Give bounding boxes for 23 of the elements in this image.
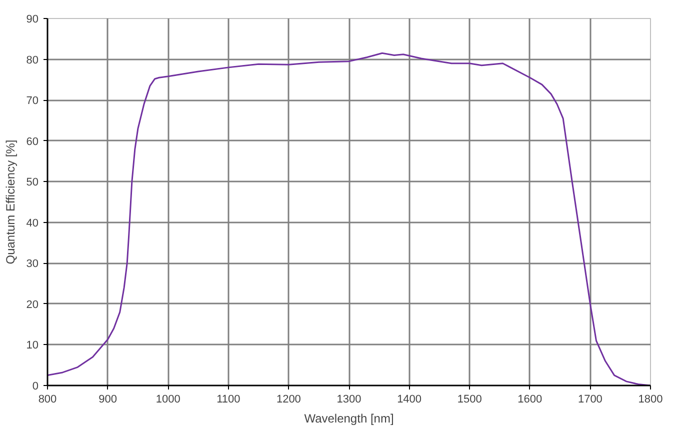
x-tick-label: 800 bbox=[38, 394, 57, 406]
y-tick-label: 50 bbox=[26, 176, 39, 189]
x-tick-label: 1600 bbox=[518, 394, 542, 406]
x-axis-title: Wavelength [nm] bbox=[304, 412, 394, 426]
y-tick-label: 70 bbox=[26, 95, 39, 108]
x-tick-label: 1700 bbox=[578, 394, 602, 406]
x-tick-label: 1300 bbox=[336, 394, 362, 406]
y-tick-label: 10 bbox=[26, 340, 39, 352]
y-axis-title: Quantum Efficiency [%] bbox=[3, 140, 18, 264]
x-tick-label: 1000 bbox=[156, 394, 180, 406]
x-tick-label: 1100 bbox=[216, 394, 240, 406]
x-tick-label: 1400 bbox=[397, 394, 422, 406]
y-tick-label: 30 bbox=[26, 258, 39, 270]
y-tick-label: 90 bbox=[26, 14, 39, 26]
x-tick-label: 1800 bbox=[638, 394, 663, 406]
y-tick-label: 80 bbox=[26, 54, 39, 66]
y-tick-label: 0 bbox=[32, 380, 39, 392]
y-tick-label: 60 bbox=[26, 136, 39, 148]
x-tick-label: 900 bbox=[98, 394, 117, 406]
x-tick-label: 1200 bbox=[276, 394, 301, 406]
x-tick-label: 1500 bbox=[457, 394, 482, 406]
y-tick-label: 40 bbox=[26, 217, 39, 230]
y-tick-label: 20 bbox=[26, 298, 39, 311]
